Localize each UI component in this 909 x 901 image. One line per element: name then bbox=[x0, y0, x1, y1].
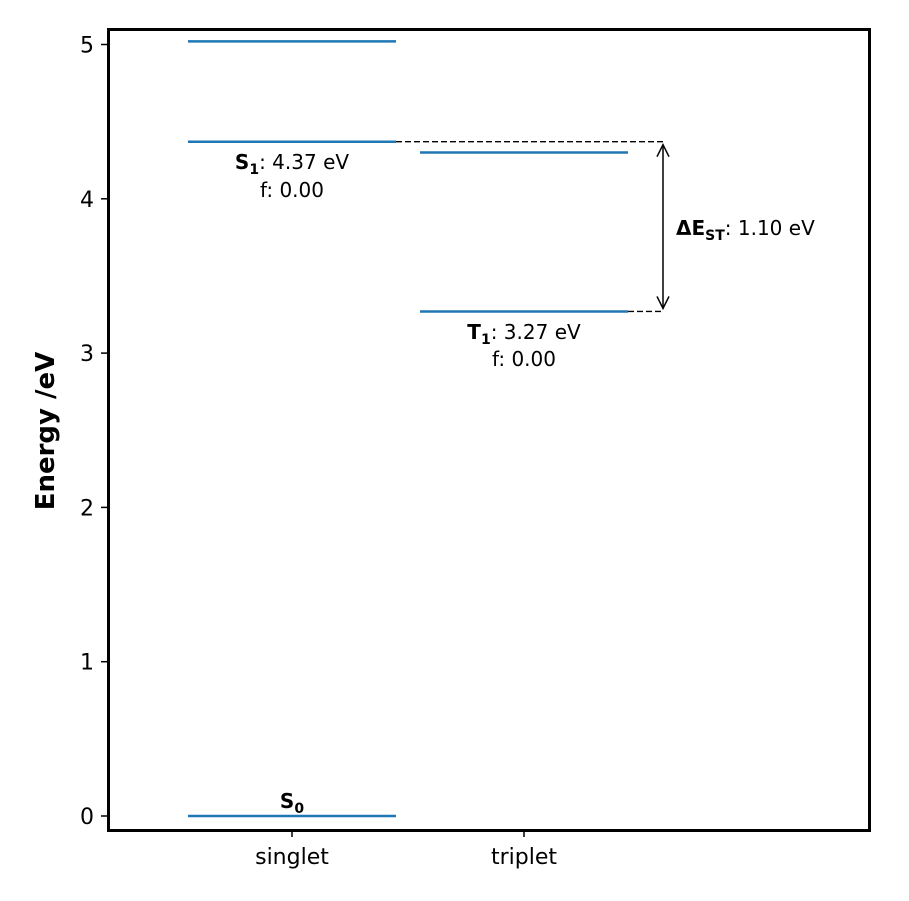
t1-label: T1: 3.27 eV bbox=[467, 320, 581, 348]
y-tick-label: 4 bbox=[80, 188, 94, 213]
y-tick-label: 1 bbox=[80, 651, 94, 676]
y-tick-label: 0 bbox=[80, 805, 94, 830]
y-axis: 0 1 2 3 4 5 bbox=[80, 34, 108, 830]
s1-osc-label: f: 0.00 bbox=[260, 178, 324, 202]
gap-arrow bbox=[656, 143, 670, 311]
y-tick-label: 2 bbox=[80, 496, 94, 521]
x-tick-label: singlet bbox=[255, 845, 329, 870]
y-tick-label: 5 bbox=[80, 34, 94, 59]
gap-arrow-head-bottom bbox=[656, 296, 670, 311]
gap-label: ΔEST: 1.10 eV bbox=[676, 216, 815, 244]
energy-levels bbox=[188, 40, 628, 818]
plot-frame bbox=[107, 28, 871, 832]
t1-osc-label: f: 0.00 bbox=[492, 347, 556, 371]
y-tick-label: 3 bbox=[80, 342, 94, 367]
gap-connectors bbox=[396, 141, 663, 313]
y-axis-title: Energy /eV bbox=[31, 352, 61, 511]
ground-state-label: S0 bbox=[280, 789, 304, 817]
x-axis: singlet triplet bbox=[255, 830, 557, 870]
s1-label: S1: 4.37 eV bbox=[235, 150, 349, 178]
x-tick-label: triplet bbox=[491, 845, 557, 870]
gap-arrow-head-top bbox=[656, 143, 670, 158]
